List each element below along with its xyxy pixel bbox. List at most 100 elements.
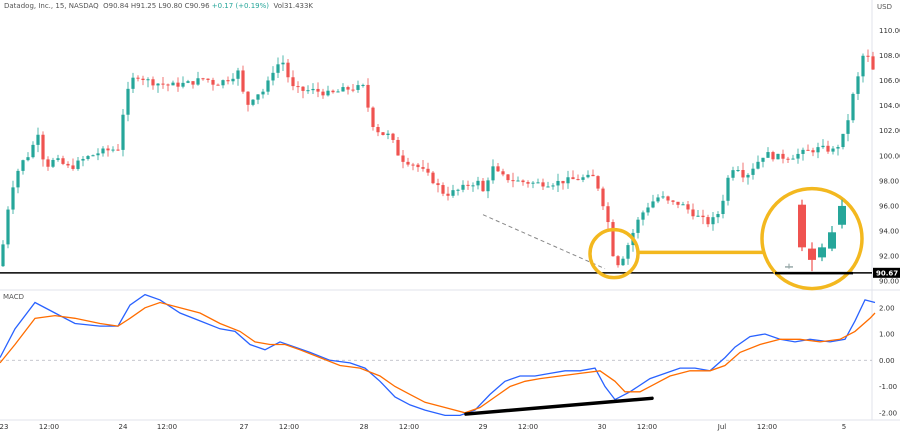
candle-body (661, 196, 665, 198)
candle-body (236, 70, 240, 79)
time-tick-label: 30 (598, 423, 607, 431)
candle-body (126, 88, 130, 115)
candle-body (496, 166, 500, 172)
candle-body (591, 174, 595, 177)
candle-body (136, 77, 140, 79)
candle-body (826, 145, 830, 152)
candle-body (656, 197, 660, 202)
candle-body (171, 82, 175, 86)
candle-body (526, 182, 530, 184)
candle-body (361, 84, 365, 86)
candle-body (336, 91, 340, 93)
candle-body (726, 177, 730, 201)
price-tick-label: 94.00 (879, 228, 899, 236)
candle-body (801, 149, 805, 154)
candle-body (681, 204, 685, 206)
candle-body (581, 177, 585, 180)
candle-body (651, 201, 655, 208)
candle-body (391, 133, 395, 140)
candle-body (46, 159, 50, 167)
zoom-candle-body (818, 247, 826, 258)
chart-header: Datadog, Inc., 15, NASDAQ O90.84 H91.25 … (4, 2, 314, 10)
candle-body (611, 222, 615, 257)
price-tick-label: 98.00 (879, 177, 899, 185)
candle-body (696, 215, 700, 217)
candle-body (201, 78, 205, 80)
candle-body (41, 134, 45, 160)
macd-tick-label: 0.00 (879, 357, 895, 365)
candle-body (421, 167, 425, 169)
candle-body (206, 78, 210, 80)
candle-body (316, 88, 320, 92)
change-readout: +0.17 (+0.19%) (211, 2, 270, 10)
candle-body (771, 152, 775, 160)
candle-body (721, 200, 725, 215)
candle-body (6, 209, 10, 245)
symbol-name: Datadog, Inc. (4, 2, 51, 10)
candle-body (301, 86, 305, 91)
zoom-candle-body (808, 248, 816, 260)
candle-body (291, 77, 295, 87)
zoom-candle-body (838, 205, 846, 225)
candle-body (691, 209, 695, 217)
candle-body (516, 180, 520, 182)
price-tick-label: 102.00 (879, 127, 900, 135)
candle-body (531, 182, 535, 184)
candle-body (211, 79, 215, 85)
candle-body (381, 132, 385, 135)
candle-body (486, 180, 490, 192)
candle-body (31, 144, 35, 158)
candle-body (636, 219, 640, 233)
candle-body (306, 90, 310, 92)
candle-body (741, 169, 745, 178)
candle-body (56, 158, 60, 160)
candle-body (356, 85, 360, 90)
candle-body (716, 214, 720, 218)
candle-body (416, 164, 420, 168)
candle-body (626, 245, 630, 259)
candle-body (166, 84, 170, 86)
price-tick-label: 96.00 (879, 202, 899, 210)
candle-body (271, 72, 275, 81)
candle-body (456, 189, 460, 191)
candle-body (511, 180, 515, 182)
candle-body (11, 187, 15, 210)
price-tick-label: 90.00 (879, 278, 899, 286)
candle-body (1, 244, 5, 267)
candle-body (276, 64, 280, 73)
zoom-candle-body (785, 266, 793, 268)
macd-tick-label: 1.00 (879, 331, 895, 339)
time-tick-label: 23 (0, 423, 8, 431)
candle-body (506, 174, 510, 181)
candle-body (66, 163, 70, 166)
candle-body (91, 155, 95, 157)
candle-body (116, 149, 120, 151)
ohlc-readout: O90.84 H91.25 L90.80 C90.96 (103, 2, 210, 10)
candle-body (311, 88, 315, 91)
time-tick-label: 12:00 (757, 423, 777, 431)
candle-body (71, 165, 75, 169)
candle-body (796, 153, 800, 159)
candle-body (411, 164, 415, 166)
candle-body (551, 185, 555, 187)
candle-body (261, 91, 265, 95)
candle-body (16, 170, 20, 188)
candle-body (841, 133, 845, 148)
candle-body (751, 168, 755, 175)
time-tick-label: 12:00 (279, 423, 299, 431)
price-tick-label: 110.00 (879, 27, 900, 35)
time-tick-label: 12:00 (39, 423, 59, 431)
candle-body (386, 133, 390, 135)
candle-body (241, 70, 245, 92)
candle-body (61, 158, 65, 164)
candle-body (521, 180, 525, 183)
candle-body (731, 170, 735, 178)
candle-body (781, 153, 785, 159)
candle-body (646, 207, 650, 213)
candle-body (396, 139, 400, 156)
candle-body (446, 193, 450, 196)
candle-body (81, 158, 85, 161)
candle-body (406, 161, 410, 165)
